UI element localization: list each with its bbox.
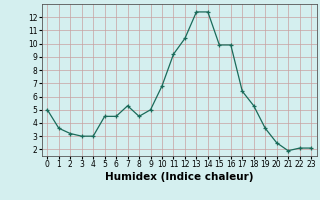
X-axis label: Humidex (Indice chaleur): Humidex (Indice chaleur) [105,172,253,182]
